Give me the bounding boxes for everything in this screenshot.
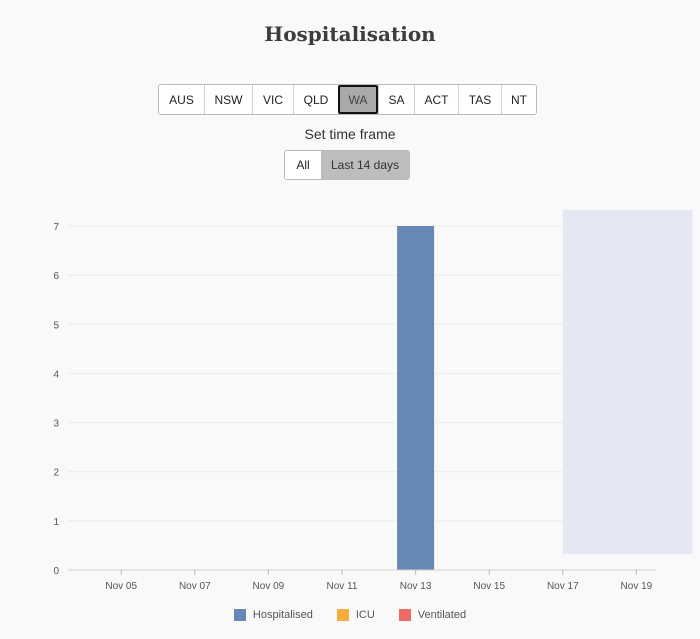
- y-tick-label: 0: [53, 566, 59, 577]
- x-tick-label: Nov 09: [253, 581, 285, 592]
- region-button-vic[interactable]: VIC: [252, 85, 293, 114]
- legend-item-ventilated[interactable]: Ventilated: [398, 609, 467, 621]
- timeframe-label: Set time frame: [304, 126, 396, 142]
- timeframe-button-last-14-days[interactable]: Last 14 days: [321, 151, 409, 179]
- legend-swatch: [336, 609, 349, 621]
- y-tick-label: 5: [53, 320, 59, 331]
- timeframe-selector: All Last 14 days: [284, 150, 410, 180]
- y-tick-label: 2: [53, 468, 59, 479]
- x-tick-label: Nov 11: [327, 581, 358, 592]
- region-button-wa[interactable]: WA: [338, 85, 378, 114]
- chart-title: Hospitalisation: [264, 22, 436, 46]
- region-button-qld[interactable]: QLD: [293, 85, 338, 114]
- legend-item-hospitalised[interactable]: Hospitalised: [233, 609, 313, 621]
- x-tick-label: Nov 05: [105, 581, 137, 592]
- projection-shade: [562, 210, 693, 554]
- y-tick-label: 1: [53, 517, 59, 528]
- region-selector: AUS NSW VIC QLD WA SA ACT TAS NT: [158, 84, 537, 115]
- bars: [397, 226, 435, 570]
- legend-swatch: [233, 609, 246, 621]
- timeframe-button-all[interactable]: All: [296, 158, 310, 172]
- x-tick-label: Nov 15: [473, 581, 505, 592]
- region-button-nsw[interactable]: NSW: [204, 85, 252, 114]
- region-button-nt[interactable]: NT: [501, 85, 536, 114]
- bar-hospitalised-nov-13: [397, 226, 435, 570]
- gridlines: [68, 225, 656, 522]
- y-tick-label: 7: [53, 222, 59, 233]
- x-tick-label: Nov 19: [621, 581, 653, 592]
- legend-item-icu[interactable]: ICU: [336, 609, 375, 621]
- region-button-tas[interactable]: TAS: [458, 85, 501, 114]
- y-tick-label: 3: [53, 419, 59, 430]
- legend: Hospitalised ICU Ventilated: [0, 609, 700, 621]
- axes: 0 1 2 3 4 5 6 7 Nov 05 Nov 07 Nov 09 Nov 11 Nov 13 No…: [53, 222, 656, 592]
- region-button-aus[interactable]: AUS: [169, 92, 194, 107]
- legend-swatch: [398, 609, 411, 621]
- region-button-act[interactable]: ACT: [414, 85, 458, 114]
- legend-label: Ventilated: [417, 609, 467, 621]
- shaded-region: [562, 210, 693, 554]
- region-button-sa[interactable]: SA: [378, 85, 414, 114]
- legend-label: Hospitalised: [252, 609, 313, 621]
- y-tick-label: 6: [53, 271, 59, 282]
- y-tick-label: 4: [53, 369, 59, 380]
- x-tick-label: Nov 17: [547, 581, 579, 592]
- x-tick-label: Nov 13: [400, 581, 432, 592]
- x-tick-label: Nov 07: [179, 581, 211, 592]
- legend-label: ICU: [355, 609, 375, 621]
